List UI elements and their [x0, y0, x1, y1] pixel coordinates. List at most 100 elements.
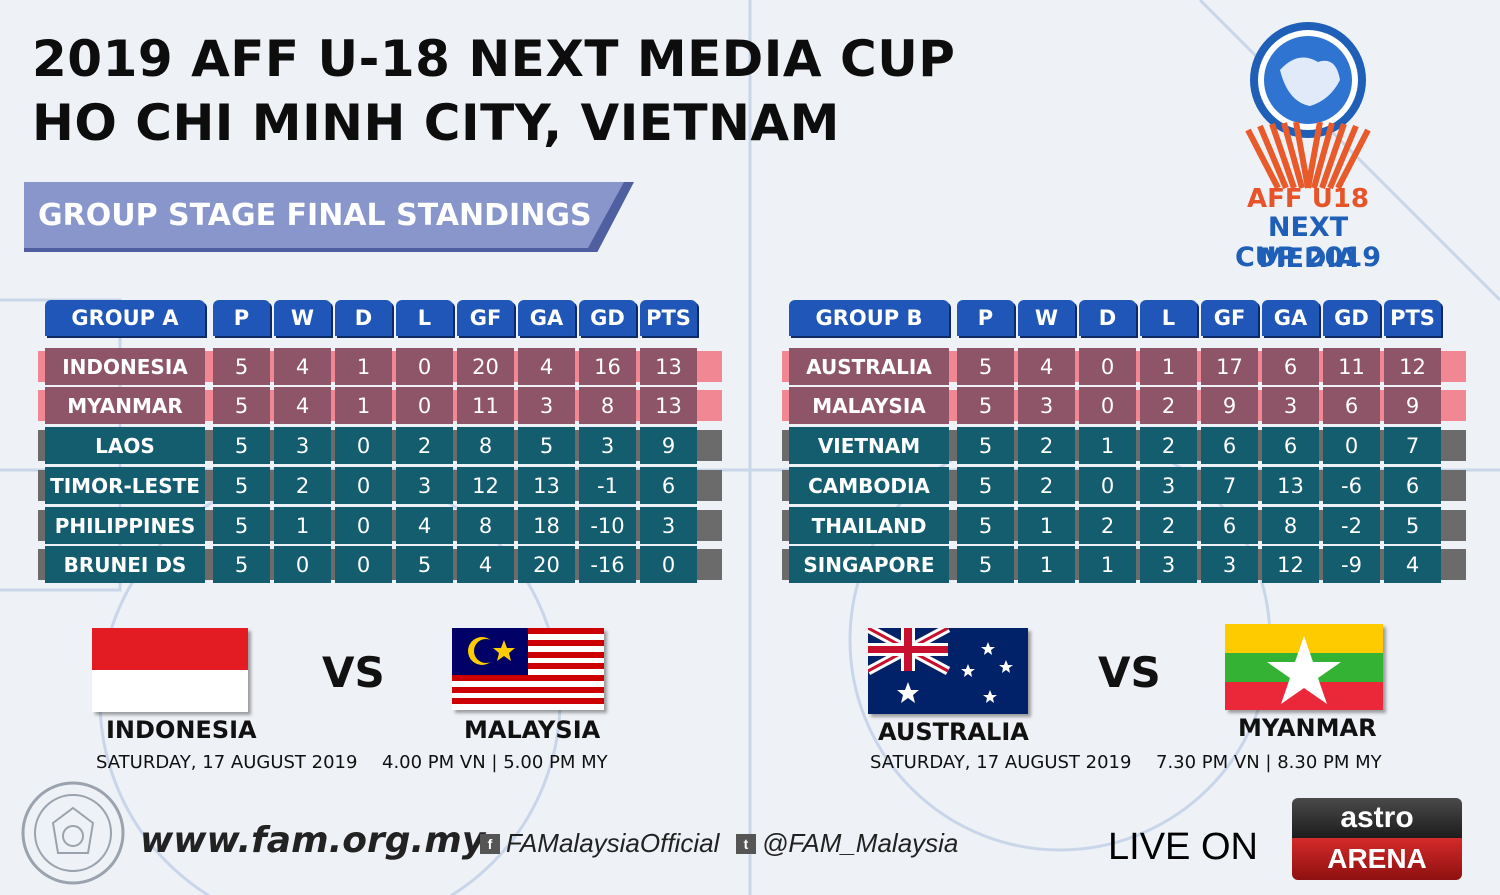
- stat-cell-w: 0: [274, 546, 331, 583]
- stat-cell-l: 0: [396, 348, 453, 385]
- team-name: VIETNAM: [789, 427, 949, 464]
- stat-cell-l: 0: [396, 387, 453, 424]
- stat-cell-p: 5: [957, 467, 1014, 504]
- stat-cell-ga: 13: [518, 467, 575, 504]
- myanmar-flag-icon: [1225, 624, 1383, 710]
- col-header-p: P: [213, 300, 270, 336]
- col-header-p: P: [957, 300, 1014, 336]
- stat-cell-w: 2: [274, 467, 331, 504]
- stat-cell-l: 3: [1140, 546, 1197, 583]
- stat-cell-ga: 12: [1262, 546, 1319, 583]
- stat-cell-p: 5: [957, 387, 1014, 424]
- stat-cell-pts: 9: [1384, 387, 1441, 424]
- stat-cell-p: 5: [213, 507, 270, 544]
- col-header-pts: PTS: [640, 300, 697, 336]
- match-2-date: SATURDAY, 17 AUGUST 2019: [870, 752, 1132, 773]
- stat-cell-w: 3: [274, 427, 331, 464]
- stat-cell-l: 2: [1140, 387, 1197, 424]
- page-title: 2019 AFF U-18 NEXT MEDIA CUP: [32, 30, 956, 88]
- stat-cell-gf: 9: [1201, 387, 1258, 424]
- stat-cell-gf: 3: [1201, 546, 1258, 583]
- col-header-ga: GA: [1262, 300, 1319, 336]
- twitter-handle: @FAM_Malaysia: [762, 828, 959, 858]
- group-a-header: GROUP A: [45, 300, 205, 336]
- team-name: BRUNEI DS: [45, 546, 205, 583]
- col-header-ga: GA: [518, 300, 575, 336]
- stat-cell-p: 5: [213, 467, 270, 504]
- stat-cell-d: 0: [1079, 467, 1136, 504]
- website-link[interactable]: www.fam.org.my: [140, 820, 486, 861]
- stat-cell-d: 0: [1079, 387, 1136, 424]
- stat-cell-gf: 4: [457, 546, 514, 583]
- col-header-w: W: [274, 300, 331, 336]
- stat-cell-gd: -2: [1323, 507, 1380, 544]
- stat-cell-pts: 6: [640, 467, 697, 504]
- stat-cell-gf: 8: [457, 427, 514, 464]
- stat-cell-gd: 11: [1323, 348, 1380, 385]
- stat-cell-d: 0: [335, 467, 392, 504]
- stat-cell-p: 5: [957, 546, 1014, 583]
- stat-cell-gf: 11: [457, 387, 514, 424]
- facebook-link[interactable]: f FAMalaysiaOfficial: [480, 828, 719, 859]
- stat-cell-w: 1: [1018, 507, 1075, 544]
- malaysia-flag-icon: [452, 628, 604, 710]
- stat-cell-p: 5: [213, 427, 270, 464]
- stat-cell-ga: 20: [518, 546, 575, 583]
- stat-cell-pts: 9: [640, 427, 697, 464]
- indonesia-flag-icon: [92, 628, 248, 712]
- group-b-header: GROUP B: [789, 300, 949, 336]
- stat-cell-w: 4: [1018, 348, 1075, 385]
- match-2-time: 7.30 PM VN | 8.30 PM MY: [1156, 752, 1382, 773]
- stat-cell-ga: 18: [518, 507, 575, 544]
- stat-cell-ga: 5: [518, 427, 575, 464]
- facebook-icon: f: [480, 833, 500, 854]
- group-a-table: GROUP A P W D L GF GA GD PTS INDONESIA 5 4…: [38, 300, 728, 585]
- team-name: AUSTRALIA: [789, 348, 949, 385]
- stat-cell-d: 0: [335, 427, 392, 464]
- logo-line2: NEXT MEDIA: [1258, 212, 1358, 274]
- stat-cell-pts: 13: [640, 387, 697, 424]
- stat-cell-gd: 16: [579, 348, 636, 385]
- stat-cell-l: 2: [1140, 427, 1197, 464]
- match-2-home-team: AUSTRALIA: [878, 718, 1029, 746]
- stat-cell-w: 1: [1018, 546, 1075, 583]
- stat-cell-l: 3: [396, 467, 453, 504]
- stat-cell-p: 5: [957, 507, 1014, 544]
- stat-cell-d: 0: [335, 546, 392, 583]
- stat-cell-d: 2: [1079, 507, 1136, 544]
- stat-cell-d: 0: [1079, 348, 1136, 385]
- match-1-away-team: MALAYSIA: [464, 716, 601, 744]
- astro-logo-top: astro: [1292, 798, 1462, 838]
- banner-label: GROUP STAGE FINAL STANDINGS: [38, 197, 592, 233]
- team-name: CAMBODIA: [789, 467, 949, 504]
- team-name: MALAYSIA: [789, 387, 949, 424]
- stat-cell-p: 5: [213, 387, 270, 424]
- match-1-date: SATURDAY, 17 AUGUST 2019: [96, 752, 358, 773]
- stat-cell-gd: 0: [1323, 427, 1380, 464]
- facebook-handle: FAMalaysiaOfficial: [506, 828, 720, 858]
- stat-cell-gf: 17: [1201, 348, 1258, 385]
- stat-cell-d: 1: [335, 387, 392, 424]
- stat-cell-pts: 12: [1384, 348, 1441, 385]
- stat-cell-d: 0: [335, 507, 392, 544]
- stat-cell-gd: -16: [579, 546, 636, 583]
- aff-logo: AFF U18 NEXT MEDIA CUP 2019: [1218, 10, 1398, 275]
- stat-cell-ga: 8: [1262, 507, 1319, 544]
- stat-cell-w: 4: [274, 348, 331, 385]
- stat-cell-ga: 4: [518, 348, 575, 385]
- stat-cell-d: 1: [335, 348, 392, 385]
- col-header-pts: PTS: [1384, 300, 1441, 336]
- stat-cell-pts: 4: [1384, 546, 1441, 583]
- fam-crest-logo: [21, 781, 125, 885]
- stat-cell-d: 1: [1079, 546, 1136, 583]
- col-header-gd: GD: [1323, 300, 1380, 336]
- stat-cell-ga: 6: [1262, 427, 1319, 464]
- stat-cell-l: 3: [1140, 467, 1197, 504]
- team-name: PHILIPPINES: [45, 507, 205, 544]
- stat-cell-pts: 0: [640, 546, 697, 583]
- stat-cell-pts: 6: [1384, 467, 1441, 504]
- col-header-d: D: [1079, 300, 1136, 336]
- twitter-link[interactable]: t @FAM_Malaysia: [736, 828, 958, 859]
- logo-line3: CUP 2019: [1234, 242, 1382, 273]
- stat-cell-p: 5: [213, 348, 270, 385]
